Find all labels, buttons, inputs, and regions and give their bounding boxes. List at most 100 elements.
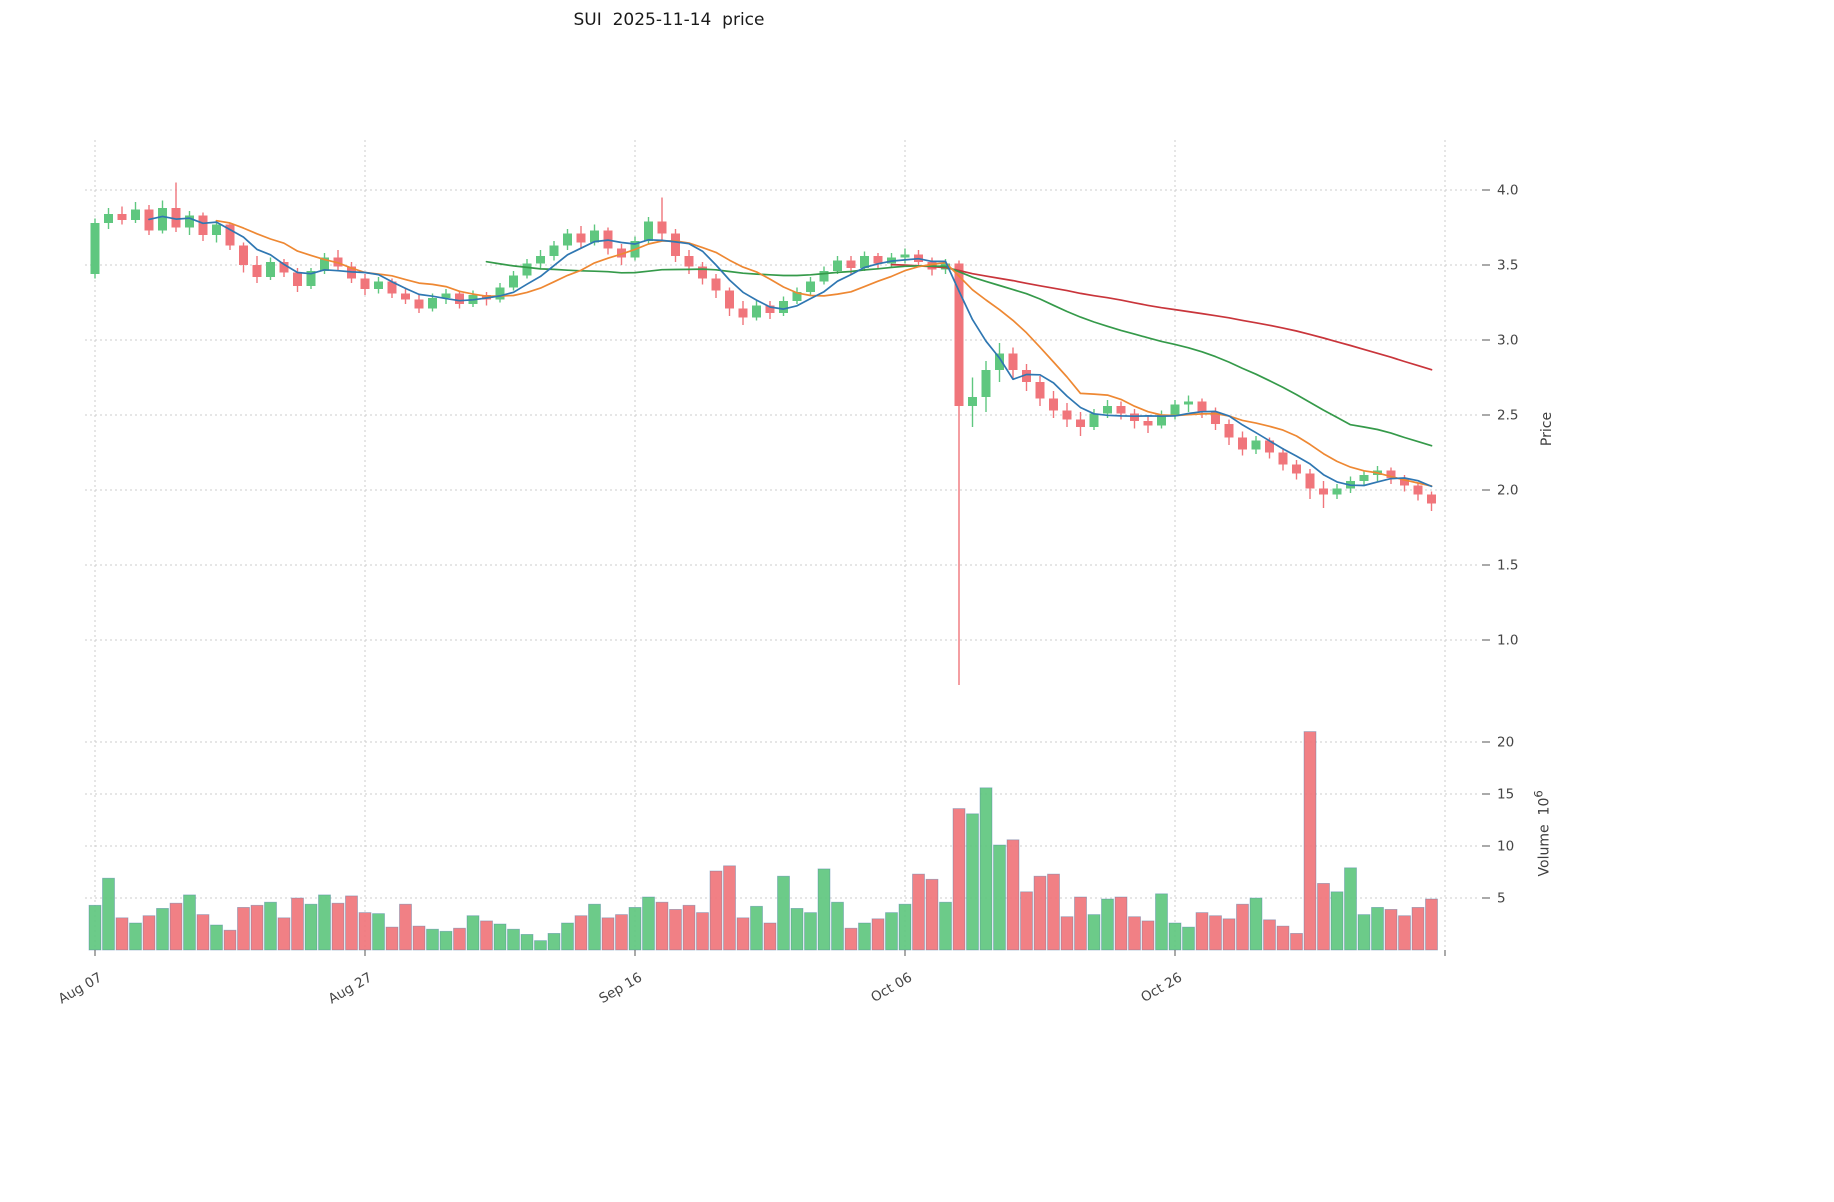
price-tick-label-1.0: 1.0 [1497, 633, 1518, 649]
candles-layer [90, 182, 1436, 685]
volume-bar-2025-10-18 [1060, 916, 1074, 951]
candle-2025-09-06 [495, 283, 505, 303]
volume-bar-2025-10-13 [993, 844, 1006, 951]
volume-bar-2025-09-18 [655, 901, 669, 951]
volume-tick-label-15: 15 [1497, 787, 1514, 803]
candle-body [698, 266, 707, 279]
candle-body [779, 301, 788, 313]
volume-bar-2025-09-28 [790, 908, 804, 951]
candle-body [225, 224, 235, 246]
candle-body [522, 263, 532, 276]
volume-bar-2025-10-28 [1195, 912, 1209, 951]
price-tick-label-3.5: 3.5 [1497, 258, 1518, 274]
candle-body [1305, 473, 1315, 489]
volume-bar-2025-11-10 [1371, 907, 1384, 951]
volume-axis-title: Volume 106 [1532, 773, 1553, 893]
grid-layer [85, 140, 1480, 950]
candle-2025-09-02 [441, 289, 451, 304]
candle-2025-09-12 [576, 226, 586, 249]
volume-bar-2025-09-30 [817, 868, 831, 951]
volume-bar-2025-10-03 [858, 922, 871, 951]
candle-2025-11-06 [1319, 481, 1328, 508]
volume-bar-2025-10-14 [1006, 839, 1020, 951]
candle-2025-10-04 [873, 253, 883, 270]
volume-bar-2025-08-27 [358, 912, 372, 951]
price-tick-label-1.5: 1.5 [1497, 558, 1518, 574]
volume-bar-2025-10-26 [1168, 922, 1182, 951]
volume-bar-2025-10-21 [1101, 898, 1114, 951]
candle-body [536, 256, 545, 264]
candle-2025-09-10 [549, 241, 559, 261]
candle-body [1197, 401, 1207, 412]
candle-body [1157, 415, 1166, 426]
candle-body [1238, 437, 1247, 450]
volume-bar-2025-09-13 [588, 903, 601, 951]
candle-2025-09-29 [806, 277, 815, 295]
volume-bar-2025-11-11 [1384, 909, 1398, 951]
volume-bar-2025-08-23 [304, 903, 318, 951]
candle-body [1143, 421, 1153, 426]
candle-body [1076, 419, 1085, 427]
volume-axis-title-text: Volume 10 [1536, 797, 1553, 877]
candle-2025-10-10 [954, 260, 964, 685]
volume-bar-2025-10-05 [885, 912, 898, 951]
candle-2025-10-12 [981, 361, 991, 412]
volume-bar-2025-08-22 [291, 897, 304, 951]
candle-2025-10-30 [1224, 419, 1234, 445]
volume-bar-2025-09-07 [507, 928, 520, 951]
candle-2025-08-07 [90, 218, 100, 279]
volume-bar-2025-10-20 [1087, 914, 1101, 951]
volume-bar-2025-09-04 [466, 915, 480, 951]
candle-2025-09-11 [563, 229, 572, 250]
sma60-line [890, 263, 1433, 371]
candle-2025-08-30 [401, 287, 410, 304]
candle-body [279, 262, 289, 273]
candle-2025-08-13 [171, 182, 181, 232]
candle-body [509, 275, 518, 288]
volume-bar-2025-11-12 [1398, 915, 1411, 951]
candle-2025-08-17 [225, 223, 235, 250]
volume-bars-layer [88, 731, 1438, 951]
volume-bar-2025-10-30 [1222, 918, 1236, 951]
volume-bar-2025-08-09 [115, 917, 129, 951]
candle-2025-11-07 [1332, 484, 1342, 499]
candle-body [320, 257, 329, 271]
candle-body [617, 248, 626, 258]
volume-bar-2025-11-09 [1357, 914, 1371, 951]
candle-body [684, 256, 694, 267]
candle-2025-08-23 [306, 268, 316, 289]
volume-bar-2025-08-19 [250, 904, 264, 951]
volume-bar-2025-10-01 [831, 901, 844, 951]
candle-body [1022, 370, 1031, 382]
candle-body [671, 233, 680, 256]
sma10-line [215, 219, 1433, 487]
candle-body [657, 221, 667, 234]
candle-body [1319, 488, 1328, 495]
volume-bar-2025-10-10 [952, 808, 966, 951]
candle-body [1170, 404, 1180, 415]
candle-body [185, 215, 194, 228]
candle-2025-08-10 [131, 202, 140, 223]
candle-body [1008, 353, 1018, 370]
candle-2025-11-13 [1413, 482, 1423, 501]
candle-2025-09-23 [725, 287, 734, 316]
volume-bar-2025-08-07 [88, 904, 102, 951]
candle-2025-11-03 [1278, 448, 1288, 471]
volume-bar-2025-08-26 [345, 895, 358, 951]
candle-body [792, 292, 802, 301]
candle-2025-10-16 [1035, 376, 1045, 406]
candle-2025-10-23 [1130, 409, 1139, 429]
volume-bar-2025-11-04 [1290, 933, 1303, 951]
candle-2025-10-27 [1184, 395, 1193, 412]
candle-2025-11-04 [1292, 460, 1301, 480]
volume-tick-label-20: 20 [1497, 735, 1514, 751]
volume-bar-2025-09-16 [628, 907, 642, 951]
volume-bar-2025-09-08 [520, 934, 534, 951]
candle-body [765, 305, 775, 313]
candle-body [1251, 440, 1261, 450]
candle-2025-08-16 [212, 220, 221, 243]
x-tick-label-oct-06: Oct 06 [868, 970, 915, 1006]
candle-body [387, 281, 397, 294]
volume-bar-2025-08-20 [264, 901, 277, 951]
volume-bar-2025-09-11 [561, 922, 574, 951]
